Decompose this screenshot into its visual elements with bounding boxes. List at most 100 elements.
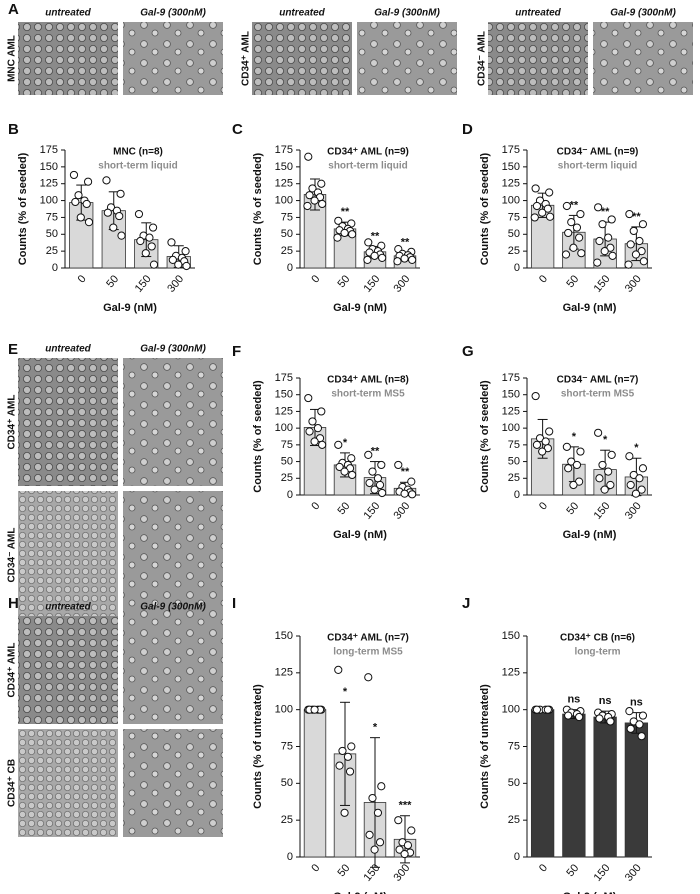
data-point [141,249,150,258]
data-point [370,845,379,854]
data-point [148,223,158,232]
data-point [635,720,644,729]
data-point [303,201,312,211]
y-tick-label: 125 [275,178,293,190]
y-tick-label: 125 [40,178,58,190]
data-point [635,474,644,483]
panel-letter: C [232,121,243,138]
x-tick-label: 300 [392,273,413,295]
y-axis-label: Counts (% of seeded) [479,152,491,265]
y-tick-label: 75 [281,740,293,752]
row-label: MNC AML [7,35,18,82]
column-header: untreated [515,8,561,19]
data-point [304,152,313,161]
data-point [638,464,648,473]
data-point [531,184,540,193]
micrograph [123,616,223,724]
data-point [378,488,387,498]
data-point [310,196,319,205]
x-tick-label: 300 [623,500,644,522]
data-point [393,257,402,266]
y-tick-label: 0 [287,489,293,501]
significance: ** [341,206,350,218]
data-point [115,211,124,221]
data-point [538,208,547,217]
y-tick-label: 150 [502,161,520,173]
data-point [363,255,372,265]
micrograph [18,358,118,486]
data-point [340,467,349,476]
data-point [365,478,374,488]
panel-letter: F [232,343,241,360]
y-axis-label: Counts (% of seeded) [479,380,491,493]
y-tick-label: 25 [281,472,293,484]
data-point [334,216,343,225]
data-point [604,233,613,242]
data-point [562,442,571,451]
data-point [538,447,547,456]
y-tick-label: 25 [281,814,293,826]
y-tick-label: 0 [287,851,293,863]
data-point [629,226,638,236]
data-point [530,213,539,222]
data-point [626,724,635,733]
data-point [345,767,355,776]
micrograph [357,22,457,95]
data-point [407,826,416,835]
bar [593,716,617,858]
y-axis-label: Counts (% of seeded) [252,380,264,493]
micrograph [123,358,223,486]
data-point [375,480,385,490]
x-tick-label: 300 [623,862,644,884]
data-point [370,485,379,494]
data-point [564,464,573,473]
data-point [624,260,633,269]
y-tick-label: 125 [275,405,293,417]
x-tick-label: 50 [564,500,581,517]
y-tick-label: 175 [275,144,293,156]
x-tick-label: 50 [335,500,352,517]
y-tick-label: 125 [502,667,520,679]
chart-title: CD34⁺ AML (n=7) [327,633,409,644]
panel-letter: D [462,121,473,138]
chart-title: MNC (n=8) [113,147,163,158]
column-header: untreated [279,8,325,19]
data-point [317,407,326,416]
significance: ** [371,445,380,457]
significance: ** [401,236,410,248]
data-point [318,440,327,449]
chart-subtitle: short-term liquid [328,161,407,172]
x-tick-label: 300 [165,273,186,295]
bar [624,722,649,858]
y-tick-label: 100 [40,194,58,206]
data-point [532,201,542,211]
data-point [340,808,349,817]
y-tick-label: 125 [502,405,520,417]
data-point [595,714,604,723]
data-point [378,253,387,262]
x-tick-label: 0 [537,500,550,512]
y-tick-label: 75 [46,211,58,223]
data-point [305,191,314,200]
chart-title: CD34⁻ AML (n=9) [557,147,639,158]
x-tick-label: 50 [564,862,581,879]
column-header: Gal-9 (300nM) [610,8,676,19]
data-point [348,230,357,239]
x-axis-label: Gal-9 (nM) [333,891,387,894]
micrograph [18,491,118,619]
micrograph [123,729,223,837]
micrograph [18,729,118,837]
significance: ** [570,199,579,211]
y-tick-label: 50 [281,455,293,467]
data-point [364,238,373,247]
y-tick-label: 100 [502,422,520,434]
data-point [543,705,552,714]
data-point [625,452,634,461]
data-point [82,199,91,209]
data-point [631,250,641,259]
data-point [308,184,317,193]
data-point [638,220,648,229]
y-tick-label: 0 [514,489,520,501]
micrograph [252,22,352,95]
